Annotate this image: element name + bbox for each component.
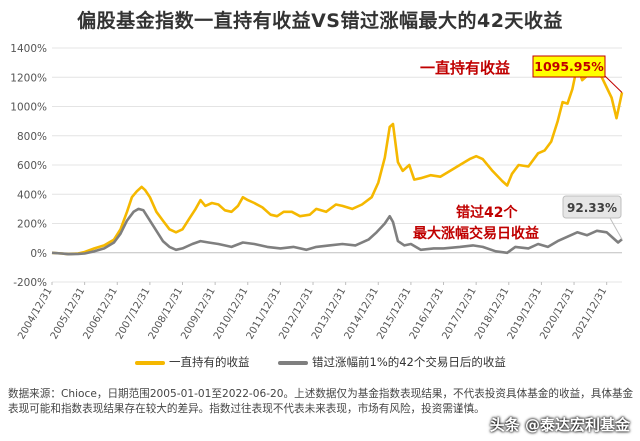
y-tick-label: 1200% — [10, 72, 47, 84]
legend-label-hold: 一直持有的收益 — [169, 355, 250, 369]
legend-item-missed: 错过涨幅前1%的42个交易日后的收益 — [278, 354, 506, 370]
x-tick-label: 2021/12/31 — [571, 286, 609, 341]
y-tick-label: 1400% — [10, 43, 47, 55]
y-tick-label: 0% — [30, 248, 47, 260]
x-tick-label: 2017/12/31 — [440, 286, 478, 341]
annotation-missed-leader — [609, 217, 623, 240]
x-tick-label: 2016/12/31 — [408, 286, 446, 341]
legend-label-missed: 错过涨幅前1%的42个交易日后的收益 — [312, 355, 506, 369]
x-tick-label: 2004/12/31 — [16, 286, 54, 341]
series-lines — [51, 64, 624, 256]
y-tick-label: 400% — [17, 189, 47, 201]
x-tick-label: 2013/12/31 — [310, 286, 348, 341]
x-tick-label: 2020/12/31 — [538, 286, 576, 341]
x-axis: 2004/12/312005/12/312006/12/312007/12/31… — [16, 282, 609, 341]
series-line-hold — [51, 64, 624, 256]
annotation-missed-label-1: 错过42个 — [456, 204, 518, 221]
annotation-missed-value-box — [562, 195, 622, 219]
legend-swatch-missed — [278, 360, 308, 365]
series-line-missed — [51, 207, 623, 256]
y-tick-label: 200% — [17, 219, 47, 231]
gridlines — [52, 47, 622, 283]
annotation-missed-label-2: 最大涨幅交易日收益 — [413, 225, 539, 242]
y-axis: 1400% 1200% 1000% 800% 600% 400% 200% 0% -200% — [10, 43, 47, 289]
x-tick-label: 2005/12/31 — [49, 286, 87, 341]
legend-swatch-hold — [135, 360, 165, 365]
y-tick-label: -200% — [13, 277, 47, 289]
x-tick-label: 2014/12/31 — [343, 286, 381, 341]
chart-title: 偏股基金指数一直持有收益VS错过涨幅最大的42天收益 — [77, 10, 563, 32]
annotation-hold-value-box — [532, 55, 606, 78]
x-tick-label: 2011/12/31 — [245, 286, 283, 341]
y-tick-label: 600% — [17, 160, 47, 172]
x-tick-label: 2009/12/31 — [179, 286, 217, 341]
watermark: 头条 @泰达宏利基金 — [489, 416, 630, 434]
x-tick-label: 2007/12/31 — [114, 286, 152, 341]
x-tick-label: 2018/12/31 — [473, 286, 511, 341]
x-tick-label: 2010/12/31 — [212, 286, 250, 341]
x-tick-label: 2019/12/31 — [506, 286, 544, 341]
y-tick-label: 800% — [17, 131, 47, 143]
annotation-hold-value: 1095.95% — [534, 59, 604, 74]
footnote: 数据来源：Chioce，日期范围2005-01-01至2022-06-20。上述… — [8, 388, 634, 415]
annotation-missed-value: 92.33% — [567, 201, 617, 215]
x-tick-label: 2012/12/31 — [277, 286, 315, 341]
x-tick-label: 2006/12/31 — [82, 286, 120, 341]
y-tick-label: 1000% — [10, 102, 47, 114]
annotation-hold-label: 一直持有收益 — [420, 59, 510, 77]
x-tick-label: 2008/12/31 — [147, 286, 185, 341]
annotation-hold-leader — [604, 75, 623, 93]
legend-item-hold: 一直持有的收益 — [135, 354, 250, 370]
x-tick-label: 2015/12/31 — [375, 286, 413, 341]
